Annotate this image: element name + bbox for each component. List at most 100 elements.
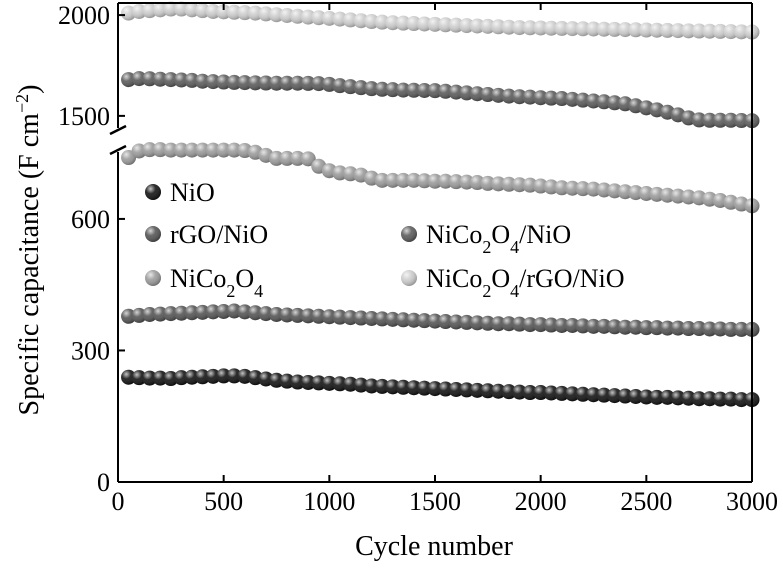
point-shine [385,379,401,395]
point-shine [543,317,559,333]
point-shine [628,389,644,404]
point-shine [564,180,580,196]
data-point [469,382,485,398]
data-point [438,173,454,189]
data-point [712,23,728,39]
point-shine [723,24,739,40]
x-axis-title: Cycle number [355,531,514,562]
data-point [152,142,168,158]
data-marks [121,1,760,408]
data-point [374,311,390,327]
data-point [723,112,739,128]
point-shine [575,386,591,402]
series-4 [121,1,760,40]
data-point [564,317,580,333]
point-shine [512,89,528,105]
data-point [459,174,475,190]
point-shine [533,385,549,401]
data-point [480,175,496,191]
data-point [649,320,665,336]
data-point [385,379,401,395]
legend-marker [145,184,161,200]
point-shine [184,305,200,321]
point-shine [733,392,749,408]
data-point [395,379,411,395]
data-point [628,389,644,404]
series-1 [121,303,760,337]
legend-item: NiCo2O4 [145,264,263,301]
point-shine [691,23,707,39]
data-point [533,317,549,333]
data-point [290,75,306,91]
data-point [216,142,232,158]
data-point [712,112,728,128]
data-point [195,304,211,320]
point-shine [512,384,528,400]
point-shine [216,142,232,158]
data-point [691,321,707,337]
data-point [395,172,411,188]
data-point [543,90,559,106]
data-point [438,314,454,330]
data-point [554,385,570,401]
axis-break-mark [109,144,127,156]
point-shine [163,142,179,158]
data-point [131,370,147,386]
point-shine [733,321,749,337]
point-shine [216,4,232,20]
data-point [205,304,221,320]
data-point [205,142,221,158]
data-point [522,385,538,401]
point-shine [300,308,316,324]
data-point [681,321,697,337]
data-point [152,306,168,322]
data-point [586,21,601,37]
point-shine [395,15,411,31]
point-shine [691,112,707,128]
data-point [290,307,306,323]
data-point [596,318,612,334]
data-point [702,391,718,407]
data-point [163,72,179,88]
data-point [311,308,327,324]
data-point [374,14,390,30]
data-point [300,75,316,91]
legend-marker [401,226,417,242]
point-shine [374,311,390,327]
data-point [533,385,549,401]
data-point [163,1,179,17]
legend-marker [145,226,161,242]
data-point [586,387,601,403]
point-shine [723,112,739,128]
point-shine [226,74,242,90]
legend-label: NiCo2O4 [170,264,263,301]
legend-marker [401,270,417,286]
data-point [121,369,137,385]
point-shine [607,388,623,404]
point-shine [311,308,327,324]
point-shine [501,316,517,332]
data-point [564,21,580,37]
point-shine [712,23,728,39]
point-shine [649,22,665,38]
point-shine [195,304,211,320]
point-shine [459,382,475,398]
data-point [290,374,306,390]
point-shine [501,384,517,400]
point-shine [311,10,327,26]
point-shine [596,21,612,37]
point-shine [163,1,179,17]
data-point [638,389,654,405]
data-point [300,151,316,167]
data-point [406,172,422,188]
x-tick-label: 0 [112,487,125,516]
point-shine [401,226,417,242]
data-point [195,73,211,89]
point-shine [173,370,189,386]
data-point [416,173,432,189]
data-point [247,75,263,91]
data-point [459,382,475,398]
data-point [226,142,242,158]
data-point [512,20,528,36]
point-shine [300,9,316,25]
